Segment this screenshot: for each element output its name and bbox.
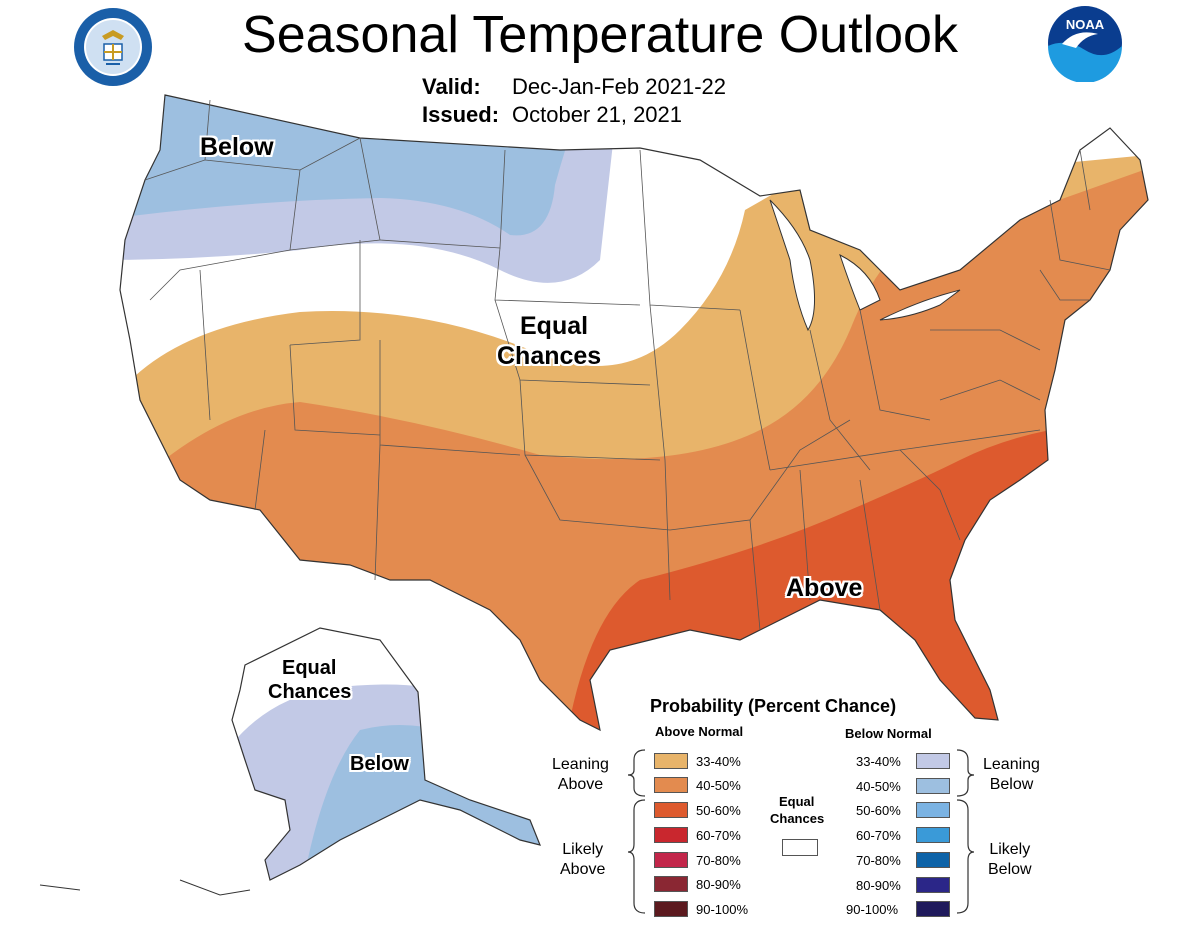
legend-below-row: 70-80% — [856, 851, 950, 869]
legend-swatch — [654, 802, 688, 818]
legend-above-row: 50-60% — [654, 801, 741, 819]
valid-line: Valid: Dec-Jan-Feb 2021-22 — [422, 74, 726, 100]
legend-above-row: 80-90% — [654, 875, 741, 893]
legend-above-row: 90-100% — [654, 900, 748, 918]
legend-swatch — [654, 827, 688, 843]
conus-outline — [119, 94, 1149, 732]
legend-brackets-right — [956, 749, 975, 914]
legend-below-row: 60-70% — [856, 826, 950, 844]
commerce-seal-logo — [74, 8, 152, 86]
legend-equal-swatch — [782, 839, 818, 856]
legend-below-row: 40-50% — [856, 777, 950, 795]
label-equal-chances-line2: Chances — [497, 342, 602, 370]
legend-range: 70-80% — [696, 852, 741, 868]
alaska-outline — [231, 627, 541, 881]
legend-likely-below-line2: Below — [988, 861, 1032, 878]
legend-likely-below-line1: Likely — [989, 841, 1031, 858]
issued-label: Issued: — [422, 102, 500, 127]
legend-above-row: 70-80% — [654, 851, 741, 869]
legend-equal-label-line2: Chances — [770, 811, 825, 826]
legend-below-row: 50-60% — [856, 801, 950, 819]
legend-range: 50-60% — [696, 802, 741, 818]
legend-equal-label-line1: Equal — [779, 794, 815, 809]
legend-likely-above-line1: Likely — [562, 841, 604, 858]
label-below-northwest: Below — [200, 133, 274, 161]
state-boundaries — [144, 99, 1111, 631]
legend-above-row: 33-40% — [654, 752, 741, 770]
legend-range: 70-80% — [856, 852, 901, 868]
legend-title: Probability (Percent Chance) — [650, 696, 897, 716]
noaa-logo: NOAA — [1048, 6, 1122, 82]
legend-below-row: 80-90% — [856, 876, 950, 894]
valid-label: Valid: — [422, 74, 481, 99]
legend-above-header: Above Normal — [655, 724, 744, 739]
legend-above-row: 60-70% — [654, 826, 741, 844]
legend-leaning-below-line1: Leaning — [983, 756, 1040, 773]
legend-likely-above-line2: Above — [560, 861, 606, 878]
legend-leaning-above-line2: Above — [557, 776, 604, 793]
legend-swatch — [654, 876, 688, 892]
legend-range: 80-90% — [856, 877, 901, 893]
legend-swatch — [916, 827, 950, 843]
legend-above-row: 40-50% — [654, 776, 741, 794]
issued-value: October 21, 2021 — [512, 102, 683, 127]
legend-swatch — [916, 802, 950, 818]
legend-leaning-above-line1: Leaning — [552, 756, 609, 773]
label-ak-below: Below — [350, 753, 409, 775]
legend-swatch — [916, 778, 950, 794]
page-title: Seasonal Temperature Outlook — [242, 6, 958, 64]
legend-range: 80-90% — [696, 876, 741, 892]
legend-swatch — [654, 852, 688, 868]
label-equal-chances-line1: Equal — [520, 312, 589, 340]
legend-range: 90-100% — [846, 901, 899, 917]
lake-erie — [879, 289, 961, 321]
legend-range: 40-50% — [696, 777, 741, 793]
aleutian-islands — [39, 879, 251, 896]
legend-range: 90-100% — [696, 901, 749, 917]
legend-below-row: 33-40% — [856, 752, 950, 770]
legend-swatch — [654, 777, 688, 793]
legend-swatch — [916, 852, 950, 868]
label-ak-equal-line1: Equal — [282, 657, 337, 679]
legend-below-row: 90-100% — [846, 900, 950, 918]
legend-range: 33-40% — [696, 753, 741, 769]
legend-range: 50-60% — [856, 802, 901, 818]
legend-brackets-left — [627, 749, 646, 914]
label-above-southeast: Above — [786, 574, 863, 602]
legend-below-header: Below Normal — [845, 726, 932, 741]
legend-swatch — [916, 753, 950, 769]
legend-range: 40-50% — [856, 778, 901, 794]
noaa-logo-text: NOAA — [1066, 17, 1105, 32]
issued-line: Issued: October 21, 2021 — [422, 102, 682, 128]
legend-swatch — [916, 877, 950, 893]
legend-leaning-below-label: Leaning Below — [983, 755, 1040, 795]
legend-swatch — [654, 753, 688, 769]
legend-swatch — [654, 901, 688, 917]
legend-likely-above-label: Likely Above — [560, 840, 605, 880]
lake-michigan — [769, 199, 816, 332]
legend-range: 60-70% — [696, 827, 741, 843]
legend-leaning-below-line2: Below — [989, 776, 1034, 793]
legend-likely-below-label: Likely Below — [988, 840, 1032, 880]
legend-range: 60-70% — [856, 827, 901, 843]
lake-huron — [839, 254, 881, 311]
valid-value: Dec-Jan-Feb 2021-22 — [512, 74, 727, 99]
legend-leaning-above-label: Leaning Above — [552, 755, 609, 795]
legend-range: 33-40% — [856, 753, 901, 769]
legend-swatch — [916, 901, 950, 917]
label-ak-equal-line2: Chances — [268, 681, 352, 703]
